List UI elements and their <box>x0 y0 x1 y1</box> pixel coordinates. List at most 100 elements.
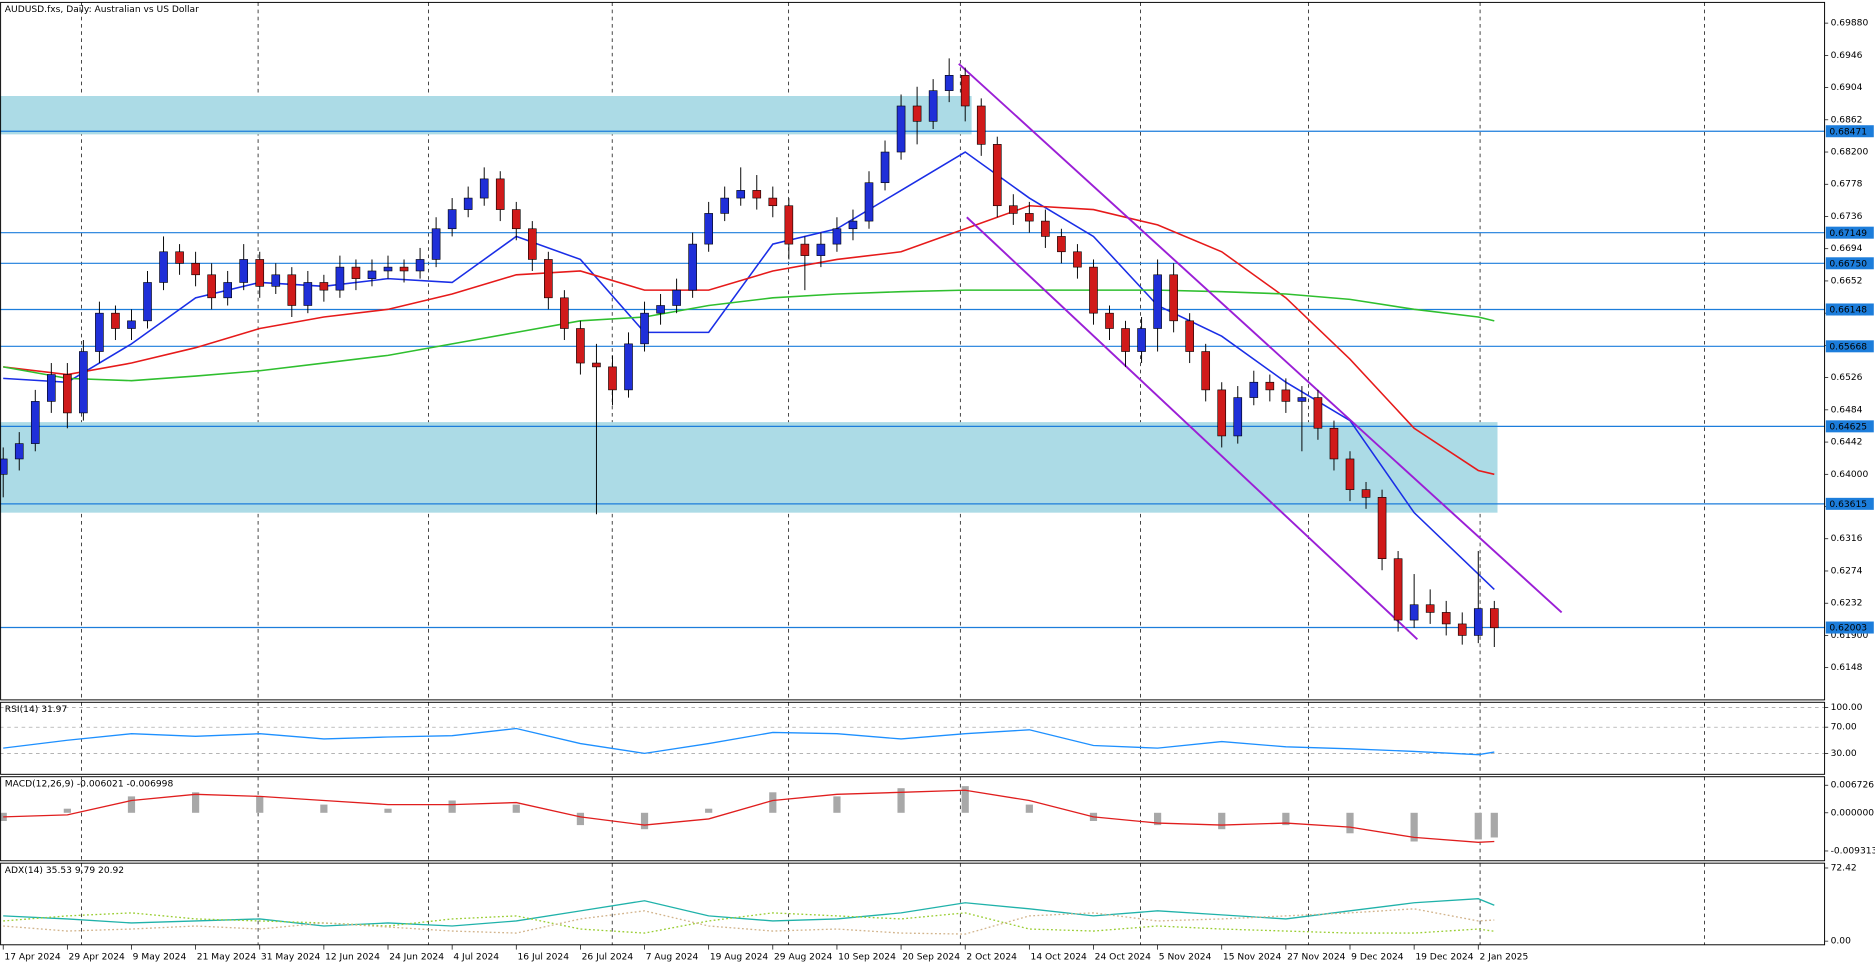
candle-body <box>14 443 24 460</box>
histogram-bar <box>640 812 649 830</box>
histogram-bar <box>384 808 392 813</box>
candle-body <box>399 266 409 272</box>
candle-body <box>127 320 136 329</box>
candle-body <box>303 282 313 306</box>
histogram-bar <box>1410 812 1418 842</box>
x-tick-label: 10 Sep 2024 <box>838 952 896 962</box>
candle-body <box>191 262 200 276</box>
x-tick-label: 19 Aug 2024 <box>710 952 769 962</box>
candle-body <box>1089 266 1098 314</box>
candle-body <box>255 259 265 287</box>
histogram-bar <box>576 812 585 826</box>
x-tick-label: 19 Dec 2024 <box>1415 952 1473 962</box>
candle-body <box>207 274 216 299</box>
candle-body <box>896 105 906 153</box>
candle-body <box>864 182 874 222</box>
candle-body <box>1473 608 1483 636</box>
histogram-bar <box>961 786 969 813</box>
indicator-line <box>3 898 1495 927</box>
candle-body <box>367 270 377 279</box>
x-tick-label: 2 Oct 2024 <box>966 952 1017 962</box>
candle-body <box>1057 236 1066 253</box>
y-tick-label: 0.69880 <box>1831 19 1869 29</box>
y-tick-label: 0.6442 <box>1831 438 1863 448</box>
y-tick-label: 30.00 <box>1831 749 1857 759</box>
x-tick-label: 12 Jun 2024 <box>325 952 380 962</box>
candle-body <box>1041 220 1050 237</box>
zone <box>0 96 972 135</box>
histogram-bar <box>1346 812 1354 834</box>
candle-body <box>1489 608 1499 629</box>
candle-body <box>1201 351 1211 391</box>
candle-body <box>1409 604 1419 621</box>
y-tick-label: 70.00 <box>1831 723 1857 733</box>
candle-body <box>111 312 120 329</box>
x-tick-label: 16 Jul 2024 <box>517 952 569 962</box>
candle-body <box>912 105 922 122</box>
candle-body <box>495 178 505 210</box>
candle-body <box>1393 558 1403 621</box>
histogram-bar <box>512 804 520 813</box>
candle-body <box>287 274 297 306</box>
level-price-tag <box>1825 420 1874 433</box>
level-price-label: 0.66750 <box>1829 259 1867 269</box>
y-tick-label: 0.00 <box>1831 937 1851 947</box>
y-tick-label: 0.6316 <box>1831 534 1863 544</box>
x-tick-label: 21 May 2024 <box>197 952 257 962</box>
x-tick-label: 15 Nov 2024 <box>1223 952 1282 962</box>
x-tick-label: 27 Nov 2024 <box>1287 952 1346 962</box>
candle-body <box>1025 213 1034 222</box>
candle-body <box>592 362 601 368</box>
histogram-bar <box>192 792 200 813</box>
moving-average <box>3 204 1495 476</box>
y-tick-label: 0.6526 <box>1831 373 1863 383</box>
histogram-bar <box>256 796 264 813</box>
indicator-line <box>3 789 1495 843</box>
candle-body <box>479 178 489 199</box>
y-tick-label: 72.42 <box>1831 863 1857 873</box>
indicator-line <box>3 912 1495 934</box>
candle-body <box>175 251 184 264</box>
trend-channel <box>966 216 1418 640</box>
candle-body <box>992 144 1002 207</box>
x-tick-label: 31 May 2024 <box>261 952 321 962</box>
candle-body <box>1217 389 1227 437</box>
panel-plot <box>0 58 1825 647</box>
candle-body <box>511 209 521 230</box>
level-price-tag <box>1825 257 1874 270</box>
y-tick-label: 0.6274 <box>1831 566 1863 576</box>
candle-body <box>79 351 88 414</box>
histogram-bar <box>1474 812 1482 840</box>
candle-body <box>1265 381 1275 391</box>
x-tick-label: 2 Jan 2025 <box>1479 952 1528 962</box>
x-tick-label: 14 Oct 2024 <box>1031 952 1088 962</box>
panel-title: MACD(12,26,9) -0.006021 -0.006998 <box>5 779 174 789</box>
histogram-bar <box>1153 812 1162 826</box>
histogram-bar <box>769 792 777 813</box>
candle-body <box>1313 397 1323 429</box>
histogram-bar <box>448 800 456 813</box>
candle-body <box>768 197 778 207</box>
y-tick-label: 0.6484 <box>1831 405 1863 415</box>
x-tick-label: 5 Nov 2024 <box>1159 952 1212 962</box>
candle-body <box>1169 274 1178 322</box>
histogram-bar <box>1282 812 1290 826</box>
candle-body <box>832 228 842 245</box>
candle-body <box>672 289 681 306</box>
candle-body <box>1121 328 1130 352</box>
candle-body <box>1233 397 1243 437</box>
histogram-bar <box>705 808 713 813</box>
x-tick-label: 20 Sep 2024 <box>902 952 960 962</box>
candle-body <box>1361 489 1371 498</box>
candle-body <box>800 243 810 256</box>
candle-body <box>720 197 730 214</box>
y-tick-label: 0.6778 <box>1831 180 1863 190</box>
candle-body <box>1249 381 1259 398</box>
level-price-tag <box>1825 340 1874 353</box>
candle-body <box>335 266 345 291</box>
level-price-tag <box>1825 226 1874 239</box>
panel-frame <box>0 1 1826 701</box>
x-tick-label: 24 Jun 2024 <box>389 952 444 962</box>
